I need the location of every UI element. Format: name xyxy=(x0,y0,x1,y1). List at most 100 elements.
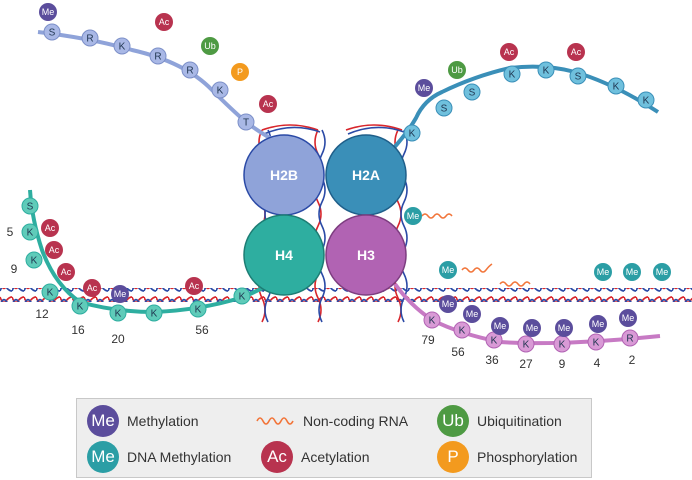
residue-h4-8-text: K xyxy=(239,292,246,303)
residue-h4-0: S xyxy=(21,197,39,215)
residue-h3-1: K xyxy=(453,321,471,339)
residue-h4-4: K xyxy=(71,297,89,315)
residue-h4-4-text: K xyxy=(77,302,84,313)
residue-h4-7-text: K xyxy=(195,305,202,316)
position-label-h4-2: 12 xyxy=(35,307,49,321)
mark-ub-2: Ub xyxy=(201,37,219,55)
residue-h4-8: K xyxy=(233,287,251,305)
ubiquitination-icon: Ub xyxy=(437,405,469,437)
residue-h2b-0: S xyxy=(43,23,61,41)
position-label-h3-1: 56 xyxy=(451,345,465,359)
ncrna-icon xyxy=(256,417,294,425)
legend-item-ubiquitination: Ub Ubiquitination xyxy=(437,404,562,438)
dna-double-helix xyxy=(0,288,692,302)
residue-h2a-4: K xyxy=(537,61,555,79)
residue-h4-6-text: K xyxy=(151,309,158,320)
mark-me-16: Me xyxy=(463,305,481,323)
mark-me-16-text: Me xyxy=(466,309,479,319)
residue-h2b-6-text: T xyxy=(243,118,249,129)
residue-h2b-4: R xyxy=(181,61,199,79)
histone-h4[interactable] xyxy=(243,214,325,296)
residue-h3-6-text: R xyxy=(626,334,633,345)
dna-methylation-icon: Me xyxy=(87,441,119,473)
position-label-h3-6: 2 xyxy=(629,353,636,367)
residue-h2b-0-text: S xyxy=(49,28,56,39)
mark-ac-4-text: Ac xyxy=(263,99,274,109)
residue-h3-3: K xyxy=(517,335,535,353)
modification-layer: Me Ac Ub P Ac Me Ub Ac Ac Ac Ac Ac Ac Me Ac Me Me Me Me Me M… xyxy=(39,3,671,337)
residue-h2b-3-text: R xyxy=(154,52,161,63)
mark-me-24: Me xyxy=(594,263,612,281)
mark-me-19-text: Me xyxy=(558,323,571,333)
mark-me-5: Me xyxy=(415,79,433,97)
mark-me-25: Me xyxy=(623,263,641,281)
acetylation-icon: Ac xyxy=(261,441,293,473)
ncrna-1 xyxy=(421,213,453,219)
residue-h2b-5: K xyxy=(211,81,229,99)
mark-me-23-text: Me xyxy=(442,265,455,275)
residue-h3-6: R xyxy=(621,329,639,347)
mark-p-3-text: P xyxy=(237,67,243,77)
residue-h2a-5-text: S xyxy=(575,72,582,83)
residue-h4-6: K xyxy=(145,304,163,322)
phosphorylation-icon: P xyxy=(437,441,469,473)
mark-me-18: Me xyxy=(523,319,541,337)
mark-ac-8-text: Ac xyxy=(571,47,582,57)
mark-me-18-text: Me xyxy=(526,323,539,333)
mark-me-21: Me xyxy=(619,309,637,327)
residue-h2a-1: S xyxy=(435,99,453,117)
residue-h2b-4-text: R xyxy=(186,66,193,77)
residue-h4-5: K xyxy=(109,304,127,322)
mark-ac-1: Ac xyxy=(155,13,173,31)
h2a-tail xyxy=(390,64,660,152)
residue-h4-3: K xyxy=(41,283,59,301)
h4-label: H4 xyxy=(275,247,293,263)
histone-h3[interactable] xyxy=(325,214,407,296)
legend-label-phosphorylation: Phosphorylation xyxy=(477,449,578,465)
mark-ac-10-text: Ac xyxy=(49,245,60,255)
legend-item-acetylation: Ac Acetylation xyxy=(261,440,369,474)
methylation-icon: Me xyxy=(87,405,119,437)
position-label-h3-3: 27 xyxy=(519,357,533,371)
residue-h2b-1-text: R xyxy=(86,34,93,45)
mark-ac-10: Ac xyxy=(45,241,63,259)
residue-h3-5-text: K xyxy=(593,338,600,349)
residue-h3-4-text: K xyxy=(559,340,566,351)
residue-h2a-4-text: K xyxy=(543,66,550,77)
mark-p-3: P xyxy=(231,63,249,81)
position-label-h4-1: 9 xyxy=(11,262,18,276)
h2a-label: H2A xyxy=(352,167,380,183)
mark-me-0-text: Me xyxy=(42,7,55,17)
mark-ac-11-text: Ac xyxy=(61,267,72,277)
nucleosome-core: H2B H2A H4 H3 xyxy=(243,134,407,296)
ncrna-3 xyxy=(499,281,531,287)
mark-me-22: Me xyxy=(404,207,422,225)
residue-h2a-5: S xyxy=(569,67,587,85)
legend-label-ubiquitination: Ubiquitination xyxy=(477,413,562,429)
mark-me-24-text: Me xyxy=(597,267,610,277)
residue-h2a-2-text: S xyxy=(469,88,476,99)
legend-label-ncrna: Non-coding RNA xyxy=(303,413,409,429)
mark-me-15: Me xyxy=(439,295,457,313)
legend-label-acetylation: Acetylation xyxy=(301,449,370,465)
mark-me-22-text: Me xyxy=(407,211,420,221)
residue-h2b-3: R xyxy=(149,47,167,65)
position-label-h4-5: 56 xyxy=(195,323,209,337)
residue-h4-5-text: K xyxy=(115,309,122,320)
residue-h4-3-text: K xyxy=(47,288,54,299)
residue-h2b-1: R xyxy=(81,29,99,47)
mark-me-25-text: Me xyxy=(626,267,639,277)
residue-h3-1-text: K xyxy=(459,326,466,337)
mark-me-0: Me xyxy=(39,3,57,21)
residue-h2a-0: K xyxy=(403,124,421,142)
residue-h3-2-text: K xyxy=(491,336,498,347)
residue-h2b-6: T xyxy=(237,113,255,131)
mark-ub-2-text: Ub xyxy=(204,41,216,51)
mark-ac-7-text: Ac xyxy=(504,47,515,57)
residue-h3-3-text: K xyxy=(523,340,530,351)
residue-h3-4: K xyxy=(553,335,571,353)
mark-me-17-text: Me xyxy=(494,321,507,331)
residue-h4-2-text: K xyxy=(31,256,38,267)
residue-h4-0-text: S xyxy=(27,202,34,213)
